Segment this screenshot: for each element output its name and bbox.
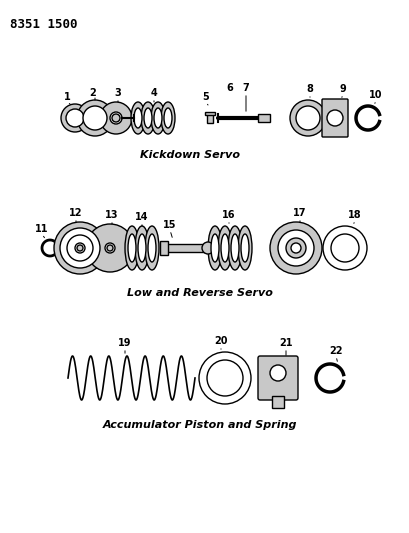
Circle shape <box>285 238 305 258</box>
Text: 9: 9 <box>339 84 346 94</box>
Ellipse shape <box>134 108 142 128</box>
Ellipse shape <box>211 234 218 262</box>
Circle shape <box>270 365 285 381</box>
Text: 8: 8 <box>306 84 312 94</box>
Circle shape <box>270 222 321 274</box>
Ellipse shape <box>230 234 238 262</box>
Ellipse shape <box>141 102 155 134</box>
Circle shape <box>107 245 113 251</box>
Text: 2: 2 <box>90 88 96 98</box>
Ellipse shape <box>164 108 172 128</box>
Circle shape <box>62 230 98 266</box>
Circle shape <box>322 226 366 270</box>
Text: 5: 5 <box>202 92 209 102</box>
Bar <box>204 112 214 115</box>
Text: 8351 1500: 8351 1500 <box>10 18 77 31</box>
Bar <box>271 396 283 408</box>
Ellipse shape <box>144 108 152 128</box>
Circle shape <box>207 360 243 396</box>
Ellipse shape <box>218 226 231 270</box>
Circle shape <box>110 112 122 124</box>
Text: 14: 14 <box>135 212 148 222</box>
Circle shape <box>77 245 83 251</box>
Circle shape <box>75 243 85 253</box>
Circle shape <box>67 235 93 261</box>
Circle shape <box>66 109 84 127</box>
Ellipse shape <box>151 102 164 134</box>
Bar <box>164 244 204 252</box>
Circle shape <box>290 243 300 253</box>
Ellipse shape <box>148 234 155 262</box>
Circle shape <box>289 100 325 136</box>
Circle shape <box>198 352 250 404</box>
Circle shape <box>202 242 213 254</box>
Ellipse shape <box>227 226 241 270</box>
Text: Accumulator Piston and Spring: Accumulator Piston and Spring <box>103 420 297 430</box>
Text: 15: 15 <box>163 220 176 230</box>
Ellipse shape <box>207 226 221 270</box>
Text: 6: 6 <box>226 83 233 93</box>
Circle shape <box>330 234 358 262</box>
Ellipse shape <box>161 102 175 134</box>
Text: 21: 21 <box>279 338 292 348</box>
Text: 11: 11 <box>35 224 49 234</box>
Text: 22: 22 <box>328 346 342 356</box>
FancyBboxPatch shape <box>321 99 347 137</box>
Text: 1: 1 <box>63 92 70 102</box>
Text: 12: 12 <box>69 208 83 218</box>
Ellipse shape <box>131 102 145 134</box>
Ellipse shape <box>240 234 248 262</box>
Text: 20: 20 <box>214 336 227 346</box>
Ellipse shape <box>138 234 146 262</box>
Circle shape <box>77 100 113 136</box>
Text: 16: 16 <box>222 210 235 220</box>
Circle shape <box>100 102 132 134</box>
Text: 7: 7 <box>242 83 249 93</box>
Bar <box>257 114 270 122</box>
Text: 10: 10 <box>369 90 382 100</box>
FancyBboxPatch shape <box>257 356 297 400</box>
Text: 4: 4 <box>150 88 157 98</box>
Bar <box>207 113 213 123</box>
Ellipse shape <box>135 226 148 270</box>
Ellipse shape <box>154 108 162 128</box>
Circle shape <box>105 243 115 253</box>
Bar <box>160 241 168 255</box>
Circle shape <box>326 110 342 126</box>
Ellipse shape <box>145 226 159 270</box>
Circle shape <box>112 114 120 122</box>
Text: 19: 19 <box>118 338 131 348</box>
Text: 13: 13 <box>105 210 119 220</box>
Ellipse shape <box>128 234 136 262</box>
Text: 17: 17 <box>292 208 306 218</box>
Circle shape <box>83 106 107 130</box>
Circle shape <box>61 104 89 132</box>
Circle shape <box>60 228 100 268</box>
Circle shape <box>70 238 90 258</box>
Circle shape <box>295 106 319 130</box>
Text: 18: 18 <box>347 210 361 220</box>
Circle shape <box>86 224 134 272</box>
Circle shape <box>277 230 313 266</box>
Ellipse shape <box>220 234 229 262</box>
Text: 3: 3 <box>115 88 121 98</box>
Text: Kickdown Servo: Kickdown Servo <box>139 150 239 160</box>
Circle shape <box>54 222 106 274</box>
Ellipse shape <box>125 226 139 270</box>
Ellipse shape <box>237 226 252 270</box>
Text: Low and Reverse Servo: Low and Reverse Servo <box>127 288 272 298</box>
